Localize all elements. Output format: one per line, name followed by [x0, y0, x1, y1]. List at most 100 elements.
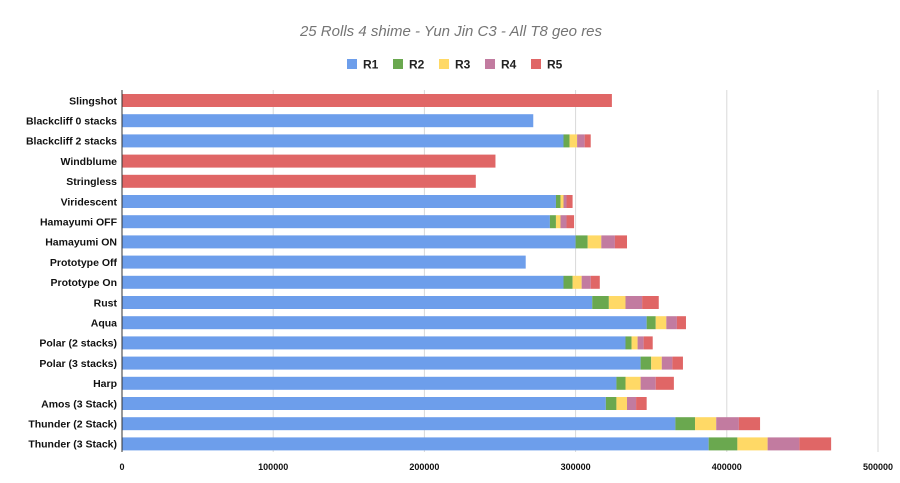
category-label: Windblume	[61, 156, 118, 168]
bar-segment-r5	[676, 316, 686, 330]
bar-segment-r4	[661, 356, 673, 370]
category-labels: Slingshot Blackcliff 0 stacks Blackcliff 2…	[26, 95, 118, 450]
category-label: Polar (2 stacks)	[39, 338, 117, 350]
bar-segment-r2	[592, 296, 609, 309]
bar-segment-r1	[122, 235, 576, 249]
x-tick-labels: 0 100000 200000 300000 400000 500000	[119, 462, 893, 472]
gridlines	[272, 90, 879, 452]
category-label: Blackcliff 0 stacks	[26, 116, 117, 128]
x-tick-label: 400000	[712, 462, 742, 472]
bar-segment-r2	[605, 397, 617, 410]
bar-segment-r1	[122, 114, 534, 128]
bar-segment-r4	[666, 316, 677, 330]
bar-segment-r2	[616, 376, 626, 390]
bar-segment-r4	[627, 397, 637, 410]
bar-segment-r4	[581, 275, 591, 289]
bar-segment-r3	[651, 356, 662, 370]
bar-segment-r2	[675, 417, 696, 431]
bar-segment-r1	[122, 417, 676, 431]
bar-segment-r1	[122, 376, 617, 390]
category-label: Hamayumi OFF	[40, 217, 118, 229]
category-label: Blackcliff 2 stacks	[26, 136, 117, 148]
bar-segment-r4	[637, 336, 644, 350]
x-tick-label: 300000	[561, 462, 591, 472]
bar-segment-r1	[122, 296, 593, 309]
bar-segment-r4	[767, 437, 800, 451]
bar-segment-r5	[614, 235, 628, 249]
bar-segment-r3	[572, 275, 582, 289]
category-label: Harp	[93, 378, 117, 390]
bar-segment-r5	[655, 376, 674, 390]
legend-swatch-r3	[439, 59, 449, 69]
bar-segment-r2	[640, 356, 652, 370]
bar-segment-r3	[737, 437, 768, 451]
category-label: Thunder (2 Stack)	[28, 419, 117, 431]
x-tick-label: 100000	[258, 462, 288, 472]
bar-segment-r4	[563, 195, 567, 208]
bar-segment-r5	[738, 417, 761, 431]
category-label: Thunder (3 Stack)	[28, 439, 117, 451]
legend-swatch-r1	[347, 59, 357, 69]
bar-segment-r3	[555, 215, 561, 229]
legend-swatch-r4	[485, 59, 495, 69]
bar-segment-r5	[642, 296, 659, 309]
bar-segment-r1	[122, 255, 526, 269]
category-label: Slingshot	[69, 95, 117, 107]
bar-segment-r5	[566, 195, 573, 208]
bar-segment-r2	[555, 195, 561, 208]
legend-label-r1: R1	[363, 58, 379, 72]
bar-segment-r1	[122, 437, 709, 451]
bar-segment-r1	[122, 397, 606, 410]
bar-segment-r5	[566, 215, 575, 229]
bar-segment-r5	[636, 397, 647, 410]
bar-segment-r1	[122, 275, 564, 289]
bar-segment-r3	[616, 397, 628, 410]
bar-segment-r3	[695, 417, 717, 431]
bar-segment-r5	[122, 174, 476, 188]
category-label: Viridescent	[61, 196, 118, 208]
bar-segment-r2	[575, 235, 588, 249]
bar-segment-r4	[625, 296, 643, 309]
legend-label-r4: R4	[501, 58, 517, 72]
category-label: Stringless	[66, 176, 117, 188]
bar-segment-r2	[563, 134, 570, 148]
chart-title: 25 Rolls 4 shime - Yun Jin C3 - All T8 g…	[299, 23, 603, 40]
bar-segment-r3	[655, 316, 667, 330]
bar-segment-r3	[560, 195, 564, 208]
x-tick-label: 0	[119, 462, 124, 472]
legend-label-r2: R2	[409, 58, 425, 72]
bar-segment-r3	[625, 376, 641, 390]
bar-segment-r1	[122, 356, 641, 370]
category-label: Rust	[94, 297, 118, 309]
legend-swatch-r5	[531, 59, 541, 69]
category-label: Hamayumi ON	[45, 237, 117, 249]
bar-segment-r2	[625, 336, 632, 350]
bar-segment-r1	[122, 316, 647, 330]
bar-segment-r5	[122, 94, 612, 107]
bar-segment-r3	[631, 336, 638, 350]
bar-segment-r1	[122, 134, 564, 148]
bar-segment-r2	[708, 437, 738, 451]
bars	[122, 94, 832, 451]
bar-segment-r1	[122, 336, 626, 350]
bar-segment-r2	[549, 215, 556, 229]
bar-segment-r4	[560, 215, 567, 229]
bar-segment-r4	[601, 235, 615, 249]
bar-segment-r5	[590, 275, 600, 289]
bar-segment-r5	[122, 154, 496, 168]
bar-segment-r1	[122, 195, 556, 208]
bar-segment-r5	[584, 134, 591, 148]
legend-swatch-r2	[393, 59, 403, 69]
category-label: Amos (3 Stack)	[41, 398, 117, 410]
bar-segment-r5	[672, 356, 683, 370]
bar-segment-r3	[569, 134, 578, 148]
category-label: Prototype Off	[50, 257, 118, 269]
x-tick-label: 200000	[409, 462, 439, 472]
legend: R1 R2 R3 R4 R5	[347, 58, 563, 72]
bar-segment-r2	[646, 316, 656, 330]
category-label: Polar (3 stacks)	[39, 358, 117, 370]
bar-segment-r5	[799, 437, 832, 451]
bar-segment-r5	[643, 336, 653, 350]
